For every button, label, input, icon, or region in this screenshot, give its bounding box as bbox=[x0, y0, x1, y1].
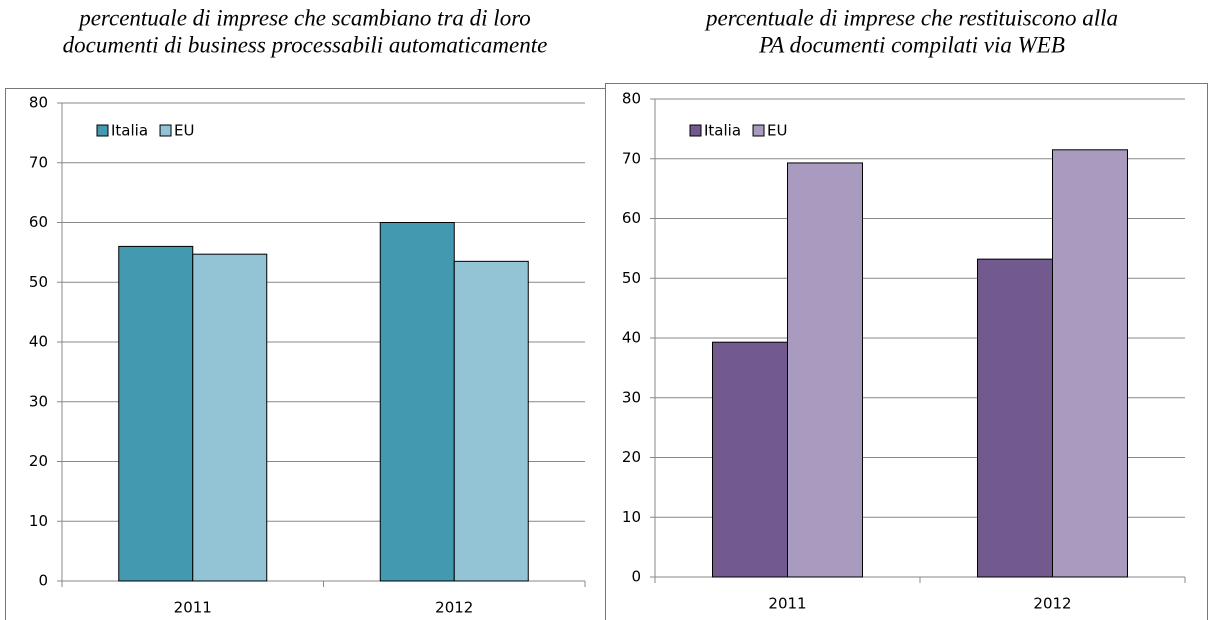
x-tick-label: 2011 bbox=[174, 599, 212, 617]
bar bbox=[379, 222, 455, 582]
y-tick-label: 80 bbox=[622, 90, 641, 108]
chart-title: percentuale di imprese che scambiano tra… bbox=[77, 5, 531, 30]
legend-swatch bbox=[752, 124, 765, 137]
bar bbox=[712, 341, 789, 578]
y-tick-label: 0 bbox=[38, 572, 48, 590]
legend-swatch bbox=[159, 124, 172, 137]
y-tick-label: 40 bbox=[622, 329, 641, 347]
bar bbox=[787, 162, 863, 578]
bar bbox=[453, 260, 529, 582]
legend-swatch bbox=[96, 124, 109, 137]
chart-title: percentuale di imprese che restituiscono… bbox=[704, 5, 1118, 30]
legend-label: EU bbox=[174, 122, 194, 140]
legend-label: EU bbox=[767, 122, 787, 140]
chart-title: PA documenti compilati via WEB bbox=[758, 32, 1065, 57]
y-tick-label: 20 bbox=[622, 448, 641, 466]
legend-label: Italia bbox=[704, 122, 741, 140]
y-tick-label: 50 bbox=[29, 273, 48, 291]
y-tick-label: 40 bbox=[29, 333, 48, 351]
bar bbox=[192, 253, 268, 582]
y-tick-label: 80 bbox=[29, 94, 48, 112]
bar bbox=[977, 258, 1054, 578]
legend-swatch bbox=[689, 124, 702, 137]
bar bbox=[118, 245, 194, 582]
y-tick-label: 10 bbox=[622, 508, 641, 526]
y-tick-label: 30 bbox=[29, 392, 48, 410]
y-tick-label: 60 bbox=[29, 213, 48, 231]
y-tick-label: 30 bbox=[622, 388, 641, 406]
panel-frame bbox=[605, 83, 1208, 620]
x-tick-label: 2011 bbox=[768, 595, 806, 613]
y-tick-label: 10 bbox=[29, 512, 48, 530]
y-tick-label: 70 bbox=[622, 149, 641, 167]
chart-title: documenti di business processabili autom… bbox=[63, 32, 548, 57]
y-tick-label: 60 bbox=[622, 209, 641, 227]
y-tick-label: 70 bbox=[29, 153, 48, 171]
y-tick-label: 0 bbox=[631, 568, 641, 586]
y-tick-label: 50 bbox=[622, 269, 641, 287]
y-tick-label: 20 bbox=[29, 452, 48, 470]
legend-label: Italia bbox=[111, 122, 148, 140]
x-tick-label: 2012 bbox=[1033, 595, 1071, 613]
bar bbox=[1052, 149, 1128, 578]
x-tick-label: 2012 bbox=[435, 599, 473, 617]
